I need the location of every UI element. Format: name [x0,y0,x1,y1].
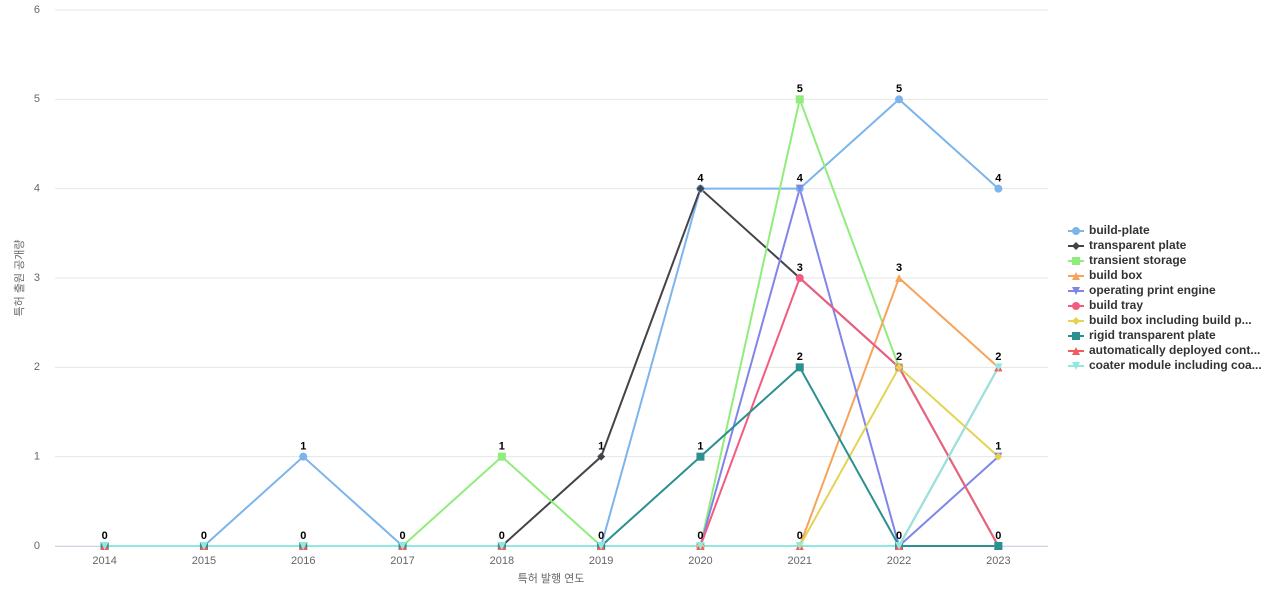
data-label: 2 [797,351,803,363]
x-tick-label: 2020 [688,555,712,567]
marker [795,274,804,282]
legend-label: build box including build p... [1089,313,1252,327]
y-tick-label: 4 [34,183,40,195]
data-label: 1 [300,441,306,453]
data-label: 0 [499,530,505,542]
legend-label: build-plate [1089,223,1150,237]
marker [597,452,606,461]
marker [696,542,705,550]
data-label: 5 [797,83,803,95]
y-tick-label: 6 [34,4,40,16]
data-label: 0 [399,530,405,542]
x-tick-label: 2019 [589,555,613,567]
x-tick-label: 2014 [92,555,116,567]
data-label: 1 [697,441,703,453]
x-tick-label: 2015 [192,555,216,567]
marker [696,452,705,461]
data-label: 1 [598,441,604,453]
legend-label: rigid transparent plate [1089,328,1216,342]
marker [100,542,109,550]
data-label: 0 [300,530,306,542]
data-label: 0 [797,530,803,542]
marker [1072,302,1080,310]
marker [895,274,904,282]
data-label: 4 [697,173,704,185]
marker [994,184,1003,193]
data-label: 0 [995,530,1001,542]
y-tick-label: 3 [34,272,40,284]
data-label: 2 [995,351,1001,363]
marker [795,363,804,372]
data-label: 4 [797,173,804,185]
data-label: 4 [995,173,1002,185]
marker [1072,242,1080,250]
marker [994,452,1003,461]
marker [1072,317,1080,325]
marker [497,452,506,461]
legend-label: build tray [1089,298,1143,312]
marker [895,363,904,372]
legend-label: transient storage [1089,253,1187,267]
marker [895,95,904,104]
data-label: 1 [499,441,505,453]
marker [1072,227,1080,235]
x-tick-label: 2016 [291,555,315,567]
x-tick-label: 2021 [788,555,812,567]
x-tick-label: 2022 [887,555,911,567]
marker [199,542,208,550]
marker [795,95,804,104]
y-axis-title: 특허 출원 공개량 [13,240,26,317]
marker [1072,287,1080,295]
data-label: 0 [697,530,703,542]
data-label: 3 [797,262,803,274]
x-tick-label: 2017 [390,555,414,567]
marker [1072,332,1080,340]
marker [299,452,308,461]
marker [994,363,1003,372]
data-label: 0 [598,530,604,542]
legend-label: operating print engine [1089,283,1216,297]
x-tick-label: 2018 [490,555,514,567]
x-tick-label: 2023 [986,555,1010,567]
data-label: 1 [995,441,1001,453]
marker [1072,257,1080,265]
series-line [104,95,1000,547]
y-tick-label: 0 [34,540,40,552]
y-tick-label: 2 [34,361,40,373]
marker [497,542,506,550]
legend-label: transparent plate [1089,238,1187,252]
series-line [104,366,1000,547]
series-line [104,276,1000,547]
marker [299,542,308,550]
marker [696,184,705,193]
data-label: 0 [896,530,902,542]
data-label: 5 [896,83,902,95]
y-tick-label: 1 [34,451,40,463]
data-label: 3 [896,262,902,274]
marker [398,542,407,550]
y-tick-label: 5 [34,93,40,105]
marker [1072,362,1080,370]
marker [795,542,804,550]
data-label: 0 [102,530,108,542]
legend-label: coater module including coa... [1089,358,1262,372]
legend-label: automatically deployed cont... [1089,343,1260,357]
marker [895,542,904,550]
marker [1072,272,1080,280]
data-label: 0 [201,530,207,542]
marker [994,542,1003,550]
series-line [104,276,1000,547]
marker [795,184,804,193]
marker [597,542,606,550]
marker [1072,347,1080,355]
series-line [104,97,1000,547]
data-label: 2 [896,351,902,363]
x-axis-title: 특허 발행 연도 [518,572,585,585]
legend-label: build box [1089,268,1143,282]
